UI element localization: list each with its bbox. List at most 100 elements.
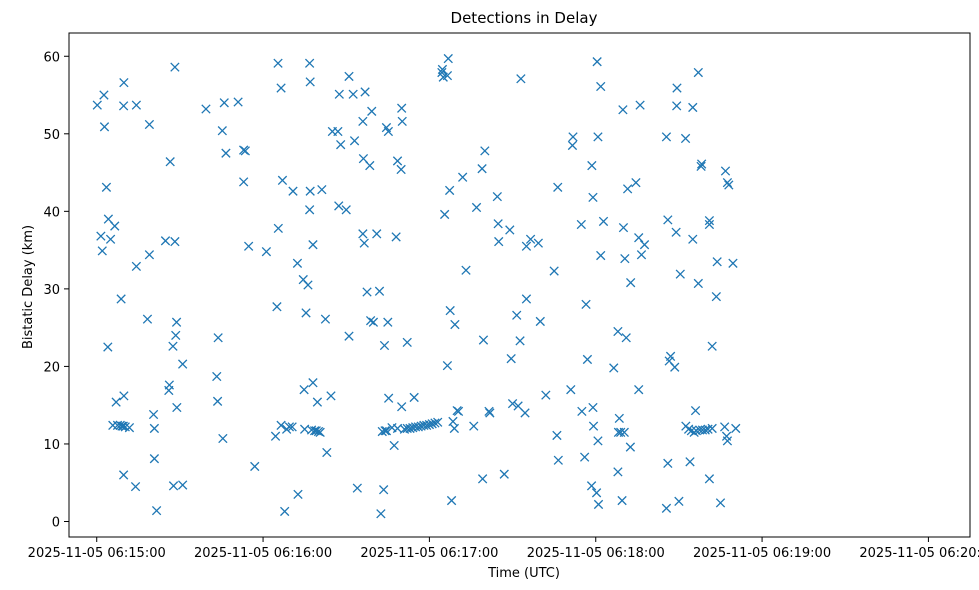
data-point xyxy=(217,126,227,136)
data-point xyxy=(671,227,681,237)
data-point xyxy=(322,447,332,458)
data-point xyxy=(515,336,525,346)
data-point xyxy=(144,119,155,130)
data-point xyxy=(397,402,407,412)
data-point xyxy=(348,89,358,99)
data-point xyxy=(243,241,254,251)
data-point xyxy=(99,122,110,132)
data-point xyxy=(365,160,375,171)
data-point xyxy=(130,481,141,492)
data-point xyxy=(693,67,703,78)
data-point xyxy=(688,234,698,244)
data-point xyxy=(378,485,389,495)
data-point xyxy=(170,62,180,72)
data-point xyxy=(507,398,518,409)
data-point xyxy=(541,390,551,400)
data-point xyxy=(360,87,370,97)
data-point xyxy=(368,317,379,327)
data-point xyxy=(92,100,102,110)
data-point xyxy=(533,238,544,248)
data-point xyxy=(567,140,578,151)
data-point xyxy=(672,83,682,93)
data-point xyxy=(101,182,112,192)
data-point xyxy=(588,192,598,203)
data-point xyxy=(172,402,182,413)
data-point xyxy=(213,333,223,343)
data-point xyxy=(477,164,487,174)
x-tick-label: 2025-11-05 06:19:00 xyxy=(693,546,831,561)
x-tick-label: 2025-11-05 06:18:00 xyxy=(527,546,665,561)
data-point xyxy=(118,470,129,480)
data-point xyxy=(392,156,403,166)
data-point xyxy=(238,177,249,187)
data-point xyxy=(261,246,272,257)
data-point xyxy=(614,413,624,424)
data-point xyxy=(442,360,453,371)
data-point xyxy=(288,186,298,196)
data-point xyxy=(359,238,369,248)
y-axis-label: Bistatic Delay (km) xyxy=(21,225,36,349)
data-point xyxy=(704,219,715,230)
data-point xyxy=(149,454,160,464)
data-point xyxy=(593,499,604,510)
data-point xyxy=(445,305,455,316)
data-point xyxy=(680,133,691,144)
data-point xyxy=(427,419,437,429)
data-point xyxy=(553,455,563,465)
data-point xyxy=(444,185,455,196)
data-point xyxy=(148,409,159,420)
data-point xyxy=(344,71,354,82)
data-point xyxy=(707,341,717,351)
data-point xyxy=(577,406,587,417)
data-point xyxy=(221,148,231,158)
data-point xyxy=(358,116,368,127)
data-point xyxy=(151,505,162,516)
data-point xyxy=(397,103,407,113)
data-point xyxy=(688,102,698,113)
data-point xyxy=(376,509,386,519)
data-point xyxy=(461,265,471,275)
data-point xyxy=(477,474,488,484)
data-point xyxy=(609,363,619,373)
data-point xyxy=(622,184,633,194)
data-point xyxy=(317,184,327,195)
data-point xyxy=(178,480,188,490)
y-tick-label: 30 xyxy=(43,283,60,298)
data-point xyxy=(588,421,599,431)
y-tick-label: 20 xyxy=(43,360,60,375)
data-point xyxy=(596,250,606,261)
data-point xyxy=(293,489,303,500)
data-point xyxy=(103,342,113,352)
data-point xyxy=(625,442,636,452)
data-point xyxy=(586,481,597,491)
data-point xyxy=(661,503,672,513)
data-point xyxy=(635,100,645,110)
data-point xyxy=(233,97,243,107)
data-point xyxy=(579,452,590,462)
data-point xyxy=(287,422,297,432)
data-point xyxy=(453,406,464,417)
data-point xyxy=(442,70,453,81)
data-point xyxy=(617,495,627,506)
data-point xyxy=(105,234,116,244)
data-point xyxy=(374,286,385,296)
data-point xyxy=(674,496,684,506)
data-point xyxy=(413,422,423,432)
data-point xyxy=(506,354,516,364)
data-point xyxy=(336,139,346,150)
data-point xyxy=(525,234,536,244)
data-point xyxy=(367,106,377,116)
data-point xyxy=(700,425,710,435)
data-point xyxy=(433,417,443,427)
data-point xyxy=(142,314,153,324)
data-point xyxy=(696,159,707,169)
data-point xyxy=(728,258,738,268)
data-point xyxy=(409,392,419,403)
data-point xyxy=(305,77,315,87)
data-point xyxy=(592,57,602,67)
data-point xyxy=(613,326,623,337)
data-point xyxy=(505,225,515,235)
data-point xyxy=(308,378,318,388)
data-point xyxy=(587,160,597,171)
data-point xyxy=(276,83,286,93)
